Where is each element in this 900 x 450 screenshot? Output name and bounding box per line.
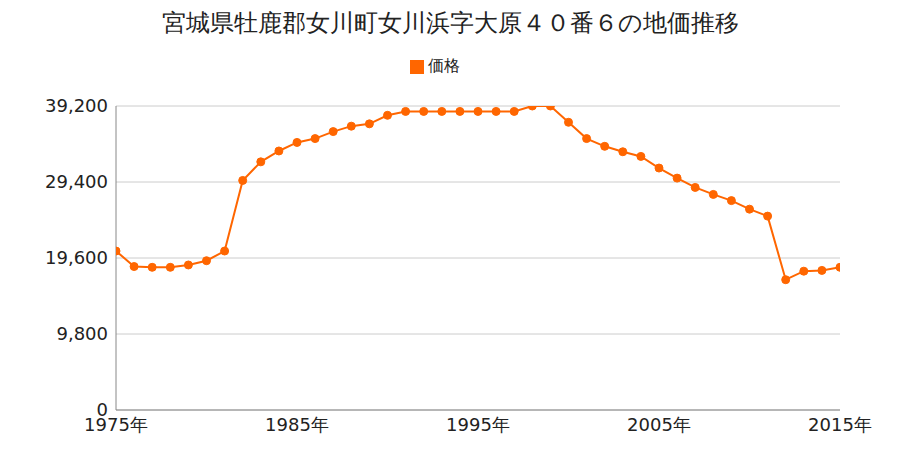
- html-text:価格: 価格: [428, 56, 460, 75]
- svg-text:1995年: 1995年: [446, 414, 510, 435]
- svg-text:2015年: 2015年: [808, 414, 872, 435]
- svg-text:19,600: 19,600: [45, 247, 108, 268]
- svg-text:2005年: 2005年: [627, 414, 691, 435]
- svg-text:1975年: 1975年: [84, 414, 148, 435]
- svg-text:29,400: 29,400: [45, 171, 108, 192]
- svg-text:39,200: 39,200: [45, 95, 108, 116]
- svg-text:9,800: 9,800: [56, 323, 108, 344]
- svg-text:1985年: 1985年: [265, 414, 329, 435]
- html-text:宮城県牡鹿郡女川町女川浜字大原４０番６の地価推移: 宮城県牡鹿郡女川町女川浜字大原４０番６の地価推移: [161, 9, 739, 37]
- svg-text:0: 0: [97, 399, 108, 420]
